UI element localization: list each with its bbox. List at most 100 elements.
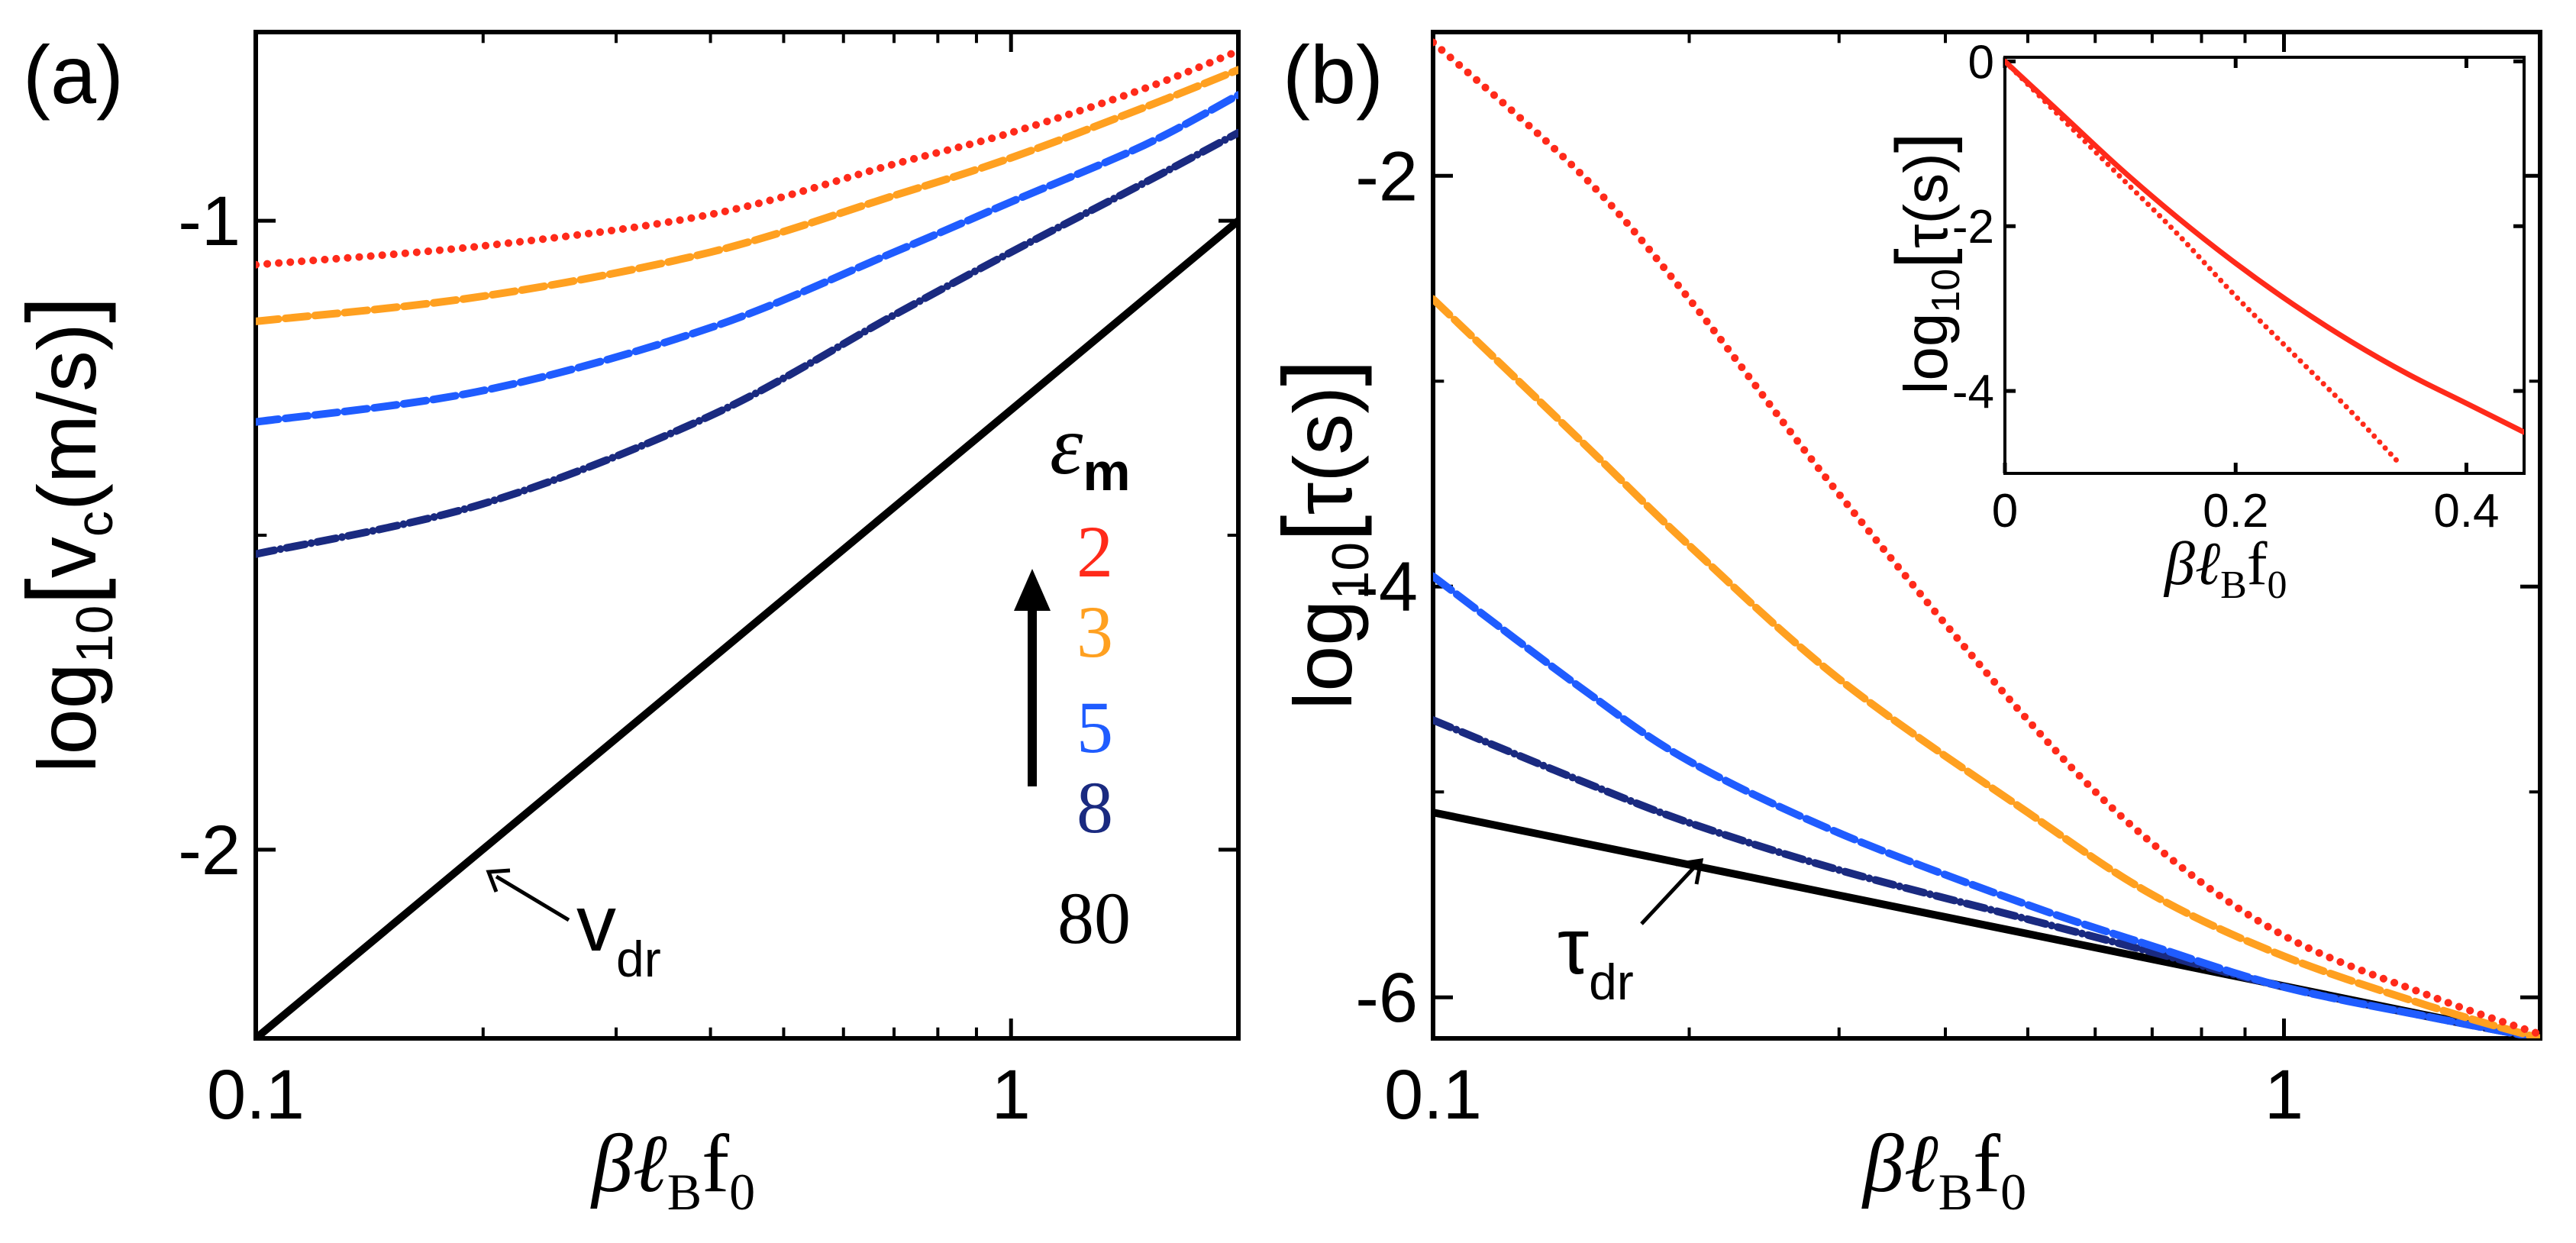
taudr-arrow-head-icon bbox=[1675, 857, 1704, 885]
a-ylabel-close: ] bbox=[8, 296, 117, 324]
panel-b-series bbox=[1433, 38, 2540, 1038]
legend: εm 2 3 5 8 80 bbox=[1014, 399, 1131, 959]
legend-entry-5: 5 bbox=[1077, 686, 1113, 768]
inset-ticks: 0 0.2 0.4 0 -2 -4 bbox=[1952, 36, 2524, 538]
y-tick-label: 0 bbox=[1968, 36, 1994, 89]
inset-frame bbox=[2003, 56, 2526, 475]
annotation-taudr: τdr bbox=[1558, 857, 1704, 1010]
inset-ylabel-close: ] bbox=[1881, 133, 1963, 153]
a-xlabel-sub2: 0 bbox=[729, 1163, 755, 1221]
inset-ylabel: log10[τ(s)] bbox=[1881, 133, 1968, 395]
inset-xlabel-tail: f bbox=[2247, 531, 2268, 598]
inset-series bbox=[2005, 58, 2524, 464]
b-ylabel-close: ] bbox=[1264, 359, 1373, 386]
x-tick-label: 0.2 bbox=[2203, 485, 2268, 538]
vdr-arrow-head-icon bbox=[486, 868, 511, 893]
a-ylabel-main: v bbox=[21, 537, 113, 578]
inset-xlabel: βℓBf0 bbox=[2163, 531, 2287, 607]
panel-a-ticks: 0.1 1 -2 -1 bbox=[178, 32, 1238, 1134]
a-xlabel-sub1: B bbox=[667, 1163, 702, 1221]
b-xlabel-sub1: B bbox=[1938, 1163, 1973, 1221]
series-line-8 bbox=[256, 128, 1238, 558]
legend-title-symbol: ε bbox=[1050, 399, 1083, 492]
x-tick-label: 1 bbox=[2264, 1056, 2303, 1134]
a-xlabel-tail: f bbox=[702, 1119, 729, 1209]
a-xlabel-main: βℓ bbox=[590, 1119, 667, 1209]
svg-text:log10[τ(s)]: log10[τ(s)] bbox=[1881, 133, 1968, 395]
a-ylabel-main-sub: c bbox=[66, 511, 124, 537]
taudr-sub: dr bbox=[1589, 954, 1634, 1010]
panel-b-inset: 0 0.2 0.4 0 -2 -4 bbox=[1952, 36, 2526, 538]
vdr-main: v bbox=[576, 880, 616, 968]
b-ylabel-tail: (s) bbox=[1277, 386, 1369, 483]
a-ylabel-open: [ bbox=[8, 578, 117, 605]
vdr-sub: dr bbox=[616, 931, 661, 987]
series-line-3 bbox=[256, 66, 1238, 325]
inset-ylabel-pre: log bbox=[1892, 313, 1960, 395]
legend-entry-8: 8 bbox=[1077, 767, 1113, 848]
x-tick-label: 0.1 bbox=[207, 1056, 305, 1134]
inset-ylabel-main: τ bbox=[1892, 224, 1960, 249]
x-tick-label: 0.1 bbox=[1384, 1056, 1482, 1134]
a-ylabel-pre: log bbox=[21, 663, 113, 773]
a-ylabel-tail: (m/s) bbox=[21, 323, 113, 511]
taudr-label: τdr bbox=[1558, 902, 1634, 1010]
x-tick-label: 0.4 bbox=[2433, 485, 2499, 538]
panel-b-ylabel: log10[τ(s)] bbox=[1264, 359, 1380, 710]
b-ylabel-pre: log bbox=[1277, 600, 1369, 710]
annotation-vdr: vdr bbox=[486, 868, 661, 987]
inset-xlabel-sub2: 0 bbox=[2268, 563, 2287, 607]
a-ylabel-pre-sub: 10 bbox=[66, 605, 124, 663]
y-tick-label: -6 bbox=[1355, 959, 1418, 1037]
inset-ylabel-open: [ bbox=[1881, 248, 1963, 269]
inset-ylabel-tail: (s) bbox=[1892, 153, 1960, 224]
series-line-3 bbox=[1433, 295, 2540, 1038]
panel-b-xlabel: βℓBf0 bbox=[1861, 1119, 2026, 1221]
inset-xlabel-sub1: B bbox=[2220, 563, 2247, 607]
series-line-5 bbox=[1433, 572, 2540, 1038]
taudr-main: τ bbox=[1558, 902, 1589, 991]
legend-title: εm bbox=[1050, 399, 1131, 502]
x-tick-label: 1 bbox=[992, 1056, 1031, 1134]
b-ylabel-main: τ bbox=[1277, 483, 1369, 515]
series-line-solid bbox=[2005, 58, 2524, 435]
b-xlabel-sub2: 0 bbox=[2000, 1163, 2026, 1221]
taudr-arrow-line bbox=[1640, 865, 1696, 925]
x-tick-label: 0 bbox=[1992, 485, 2018, 538]
series-line-80 bbox=[256, 217, 1238, 1038]
legend-arrow-head-icon bbox=[1014, 569, 1051, 611]
panel-a-series bbox=[256, 47, 1238, 1038]
legend-entry-2: 2 bbox=[1077, 511, 1113, 592]
y-tick-label: -4 bbox=[1952, 366, 1994, 418]
b-ylabel-open: [ bbox=[1264, 515, 1373, 542]
series-line-dotted bbox=[2005, 58, 2400, 464]
series-line-2 bbox=[256, 47, 1238, 269]
panel-a-ylabel: log10[vc(m/s)] bbox=[8, 296, 124, 773]
y-tick-label: -2 bbox=[1355, 137, 1418, 215]
panel-b-ticks: 0.1 1 -6 -4 -2 bbox=[1355, 32, 2540, 1134]
legend-entry-80: 80 bbox=[1057, 877, 1131, 959]
series-line-5 bbox=[256, 91, 1238, 426]
inset-ylabel-pre-sub: 10 bbox=[1924, 269, 1968, 313]
panel-b: 0.1 1 -6 -4 -2 bbox=[1355, 30, 2542, 1134]
vdr-label: vdr bbox=[576, 880, 661, 987]
legend-entry-3: 3 bbox=[1077, 591, 1113, 673]
y-tick-label: -2 bbox=[1952, 201, 1994, 253]
b-ylabel-pre-sub: 10 bbox=[1322, 542, 1380, 600]
panel-b-label: (b) bbox=[1283, 28, 1383, 121]
series-line-2 bbox=[1433, 38, 2540, 1038]
panel-a: 0.1 1 -2 -1 bbox=[178, 30, 1241, 1134]
panel-b-frame bbox=[1431, 30, 2542, 1041]
vdr-arrow-line bbox=[495, 874, 570, 922]
svg-text:log10[τ(s)]: log10[τ(s)] bbox=[1264, 359, 1380, 710]
inset-xlabel-main: βℓ bbox=[2163, 531, 2220, 598]
panel-a-label: (a) bbox=[23, 28, 124, 121]
panel-a-xlabel: βℓBf0 bbox=[590, 1119, 755, 1221]
b-xlabel-main: βℓ bbox=[1861, 1119, 1938, 1209]
y-tick-label: -1 bbox=[178, 182, 240, 260]
svg-text:log10[vc(m/s)]: log10[vc(m/s)] bbox=[8, 296, 124, 773]
y-tick-label: -4 bbox=[1355, 548, 1418, 626]
b-xlabel-tail: f bbox=[1973, 1119, 2000, 1209]
y-tick-label: -2 bbox=[178, 812, 240, 889]
